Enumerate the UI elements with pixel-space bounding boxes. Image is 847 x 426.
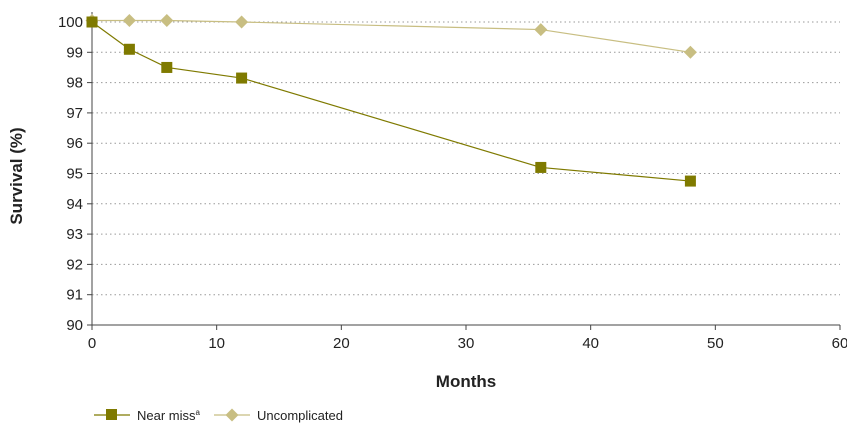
data-point-uncomplicated: [235, 15, 249, 29]
axes: [91, 12, 840, 326]
series-layer: [85, 13, 697, 187]
data-point-near-miss: [123, 43, 135, 55]
y-tick-label: 98: [66, 75, 83, 92]
data-point-uncomplicated: [683, 45, 697, 59]
y-tick-label: 91: [66, 287, 83, 304]
x-tick-label: 40: [582, 335, 599, 352]
data-point-uncomplicated: [534, 23, 548, 37]
data-point-near-miss: [535, 161, 547, 173]
x-tick-label: 20: [333, 335, 350, 352]
legend: Near missa Uncomplicated: [94, 408, 343, 423]
x-tick-label: 10: [208, 335, 225, 352]
data-point-uncomplicated: [122, 13, 136, 27]
legend-item-near-miss: Near missa: [94, 408, 201, 423]
y-tick-label: 94: [66, 196, 83, 213]
y-tick-label: 99: [66, 44, 83, 61]
y-axis-ticks: 90 91 92 93 94 95 96 97 98 99 100: [58, 14, 92, 334]
data-point-near-miss: [86, 16, 98, 28]
y-tick-label: 97: [66, 105, 83, 122]
data-point-near-miss: [236, 72, 248, 84]
x-axis-title: Months: [436, 372, 496, 391]
y-tick-label: 93: [66, 226, 83, 243]
grid: [92, 21, 840, 296]
legend-marker-uncomplicated: [225, 408, 239, 422]
series-line-near-miss: [91, 21, 691, 182]
x-tick-label: 50: [707, 335, 724, 352]
data-point-near-miss: [684, 175, 696, 187]
legend-label-uncomplicated: Uncomplicated: [257, 408, 343, 423]
data-point-near-miss: [161, 61, 173, 73]
y-tick-label: 92: [66, 256, 83, 273]
x-tick-label: 0: [88, 335, 96, 352]
series-line-uncomplicated: [92, 19, 691, 53]
x-tick-label: 60: [832, 335, 847, 352]
y-tick-label: 96: [66, 135, 83, 152]
y-axis-title: Survival (%): [7, 127, 26, 224]
legend-label-near-miss: Near miss: [137, 408, 196, 423]
legend-marker-near-miss: [106, 409, 117, 420]
legend-superscript-near-miss: a: [196, 408, 201, 417]
y-tick-label: 90: [66, 317, 83, 334]
svg-text:Near missa: Near missa: [137, 408, 201, 423]
series-near-miss: [86, 16, 696, 187]
y-tick-label: 95: [66, 166, 83, 183]
x-axis-ticks: 0 10 20 30 40 50 60: [88, 325, 847, 352]
data-point-uncomplicated: [160, 13, 174, 27]
y-tick-label: 100: [58, 14, 83, 31]
legend-item-uncomplicated: Uncomplicated: [214, 408, 343, 423]
x-tick-label: 30: [458, 335, 475, 352]
